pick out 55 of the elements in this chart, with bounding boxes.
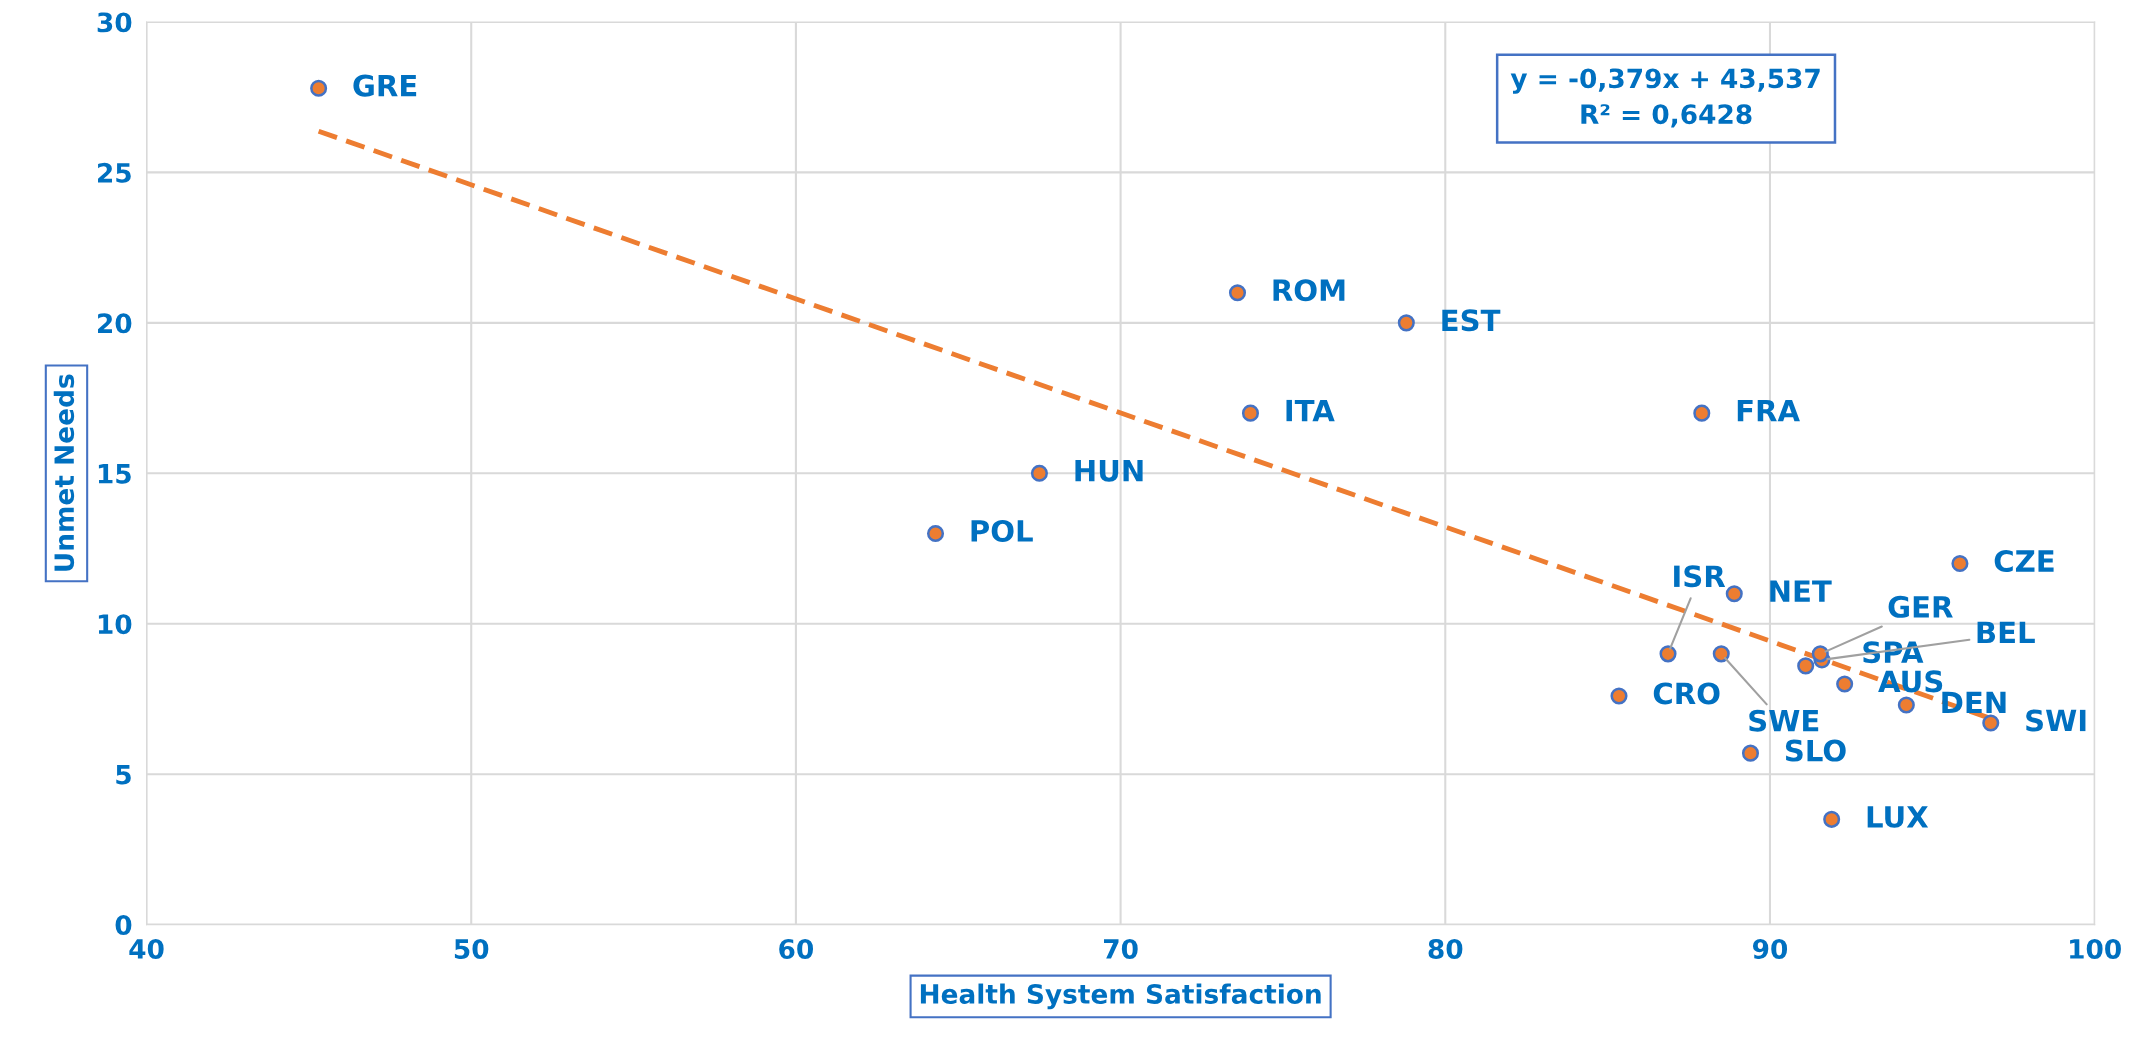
point [1836,675,1854,693]
x-tick-label: 40 [129,939,164,959]
annotation: CRO [1653,682,1720,705]
point [1030,464,1048,482]
annotation: POL [971,519,1033,542]
point [927,524,945,543]
point [1982,714,2000,732]
annotation: EST [1442,309,1501,332]
y-tick-label: 15 [98,464,131,484]
x-tick-label: 90 [1752,939,1788,959]
annotation: SWI [2026,709,2086,732]
y-tick-label: 0 [115,915,132,936]
annotation: CZE [1994,549,2054,573]
annotation: BEL [1977,621,2035,643]
point [1823,810,1841,828]
y-tick-label: 20 [98,313,132,334]
point [1693,404,1711,422]
point [1228,284,1247,302]
annotation: SWE [1749,709,1819,732]
annotation: AUS [1878,670,1943,693]
point [1659,645,1677,663]
point [1951,555,1969,573]
annotation: LUX [1867,806,1929,828]
x-tick-label: 60 [779,939,814,959]
point [1811,645,1829,663]
point [310,79,328,97]
point [1741,744,1760,762]
annotation: FRA [1737,399,1800,422]
x-axis-title: Health System Satisfaction [920,983,1321,1010]
annotation: DEN [1942,691,2006,714]
point [1241,404,1260,422]
annotation: ITA [1286,399,1335,422]
point [1797,657,1815,675]
x-tick-label: 70 [1104,939,1138,959]
annotation: HUN [1075,460,1143,482]
point [1725,585,1743,603]
y-tick-label: 25 [98,162,131,183]
y-axis-title: Unmet Needs [53,374,75,571]
point [1397,314,1415,332]
y-tick-label: 5 [116,765,131,785]
x-tick-label: 100 [2070,939,2121,959]
annotation: SLO [1785,739,1846,762]
x-tick-label: 50 [454,939,489,959]
point [1610,687,1628,705]
annotation: ROM [1273,279,1345,302]
annotation: GER [1888,595,1953,618]
y-tick-label: 30 [97,12,132,33]
annotation: ISR [1674,565,1726,588]
annotation: y = -0,379x + 43,537 R² = 0,6428 [1510,68,1820,128]
point [1712,645,1730,663]
annotation: NET [1770,580,1832,602]
y-tick-label: 10 [98,614,132,635]
point [1897,696,1915,714]
annotation: GRE [353,74,417,97]
x-tick-label: 80 [1428,939,1463,959]
